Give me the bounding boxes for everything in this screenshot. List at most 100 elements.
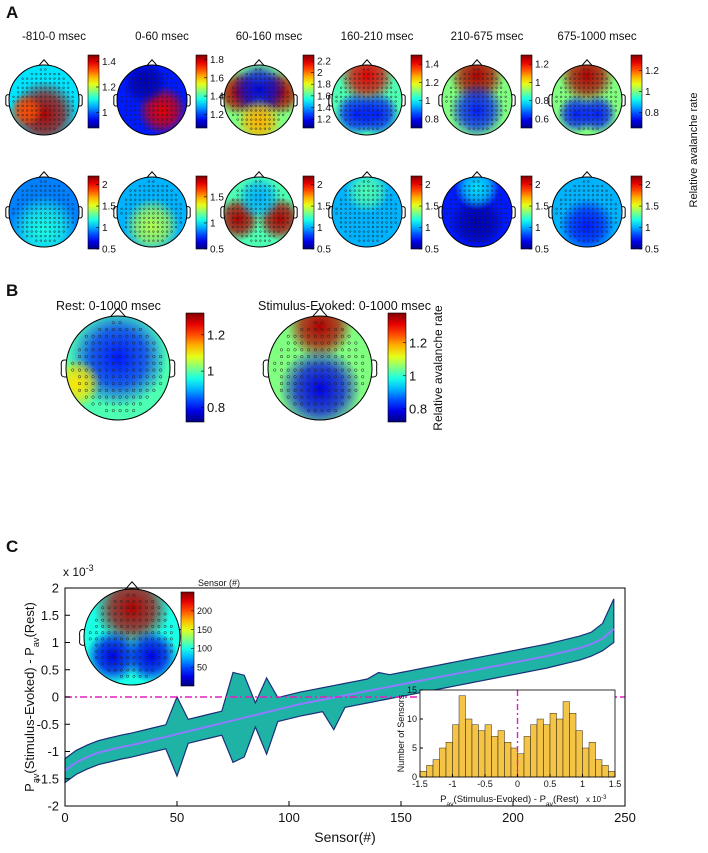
electrode: [151, 618, 155, 622]
electrode: [361, 361, 365, 365]
electrode: [241, 221, 244, 224]
electrode: [353, 77, 356, 80]
electrode: [125, 368, 129, 372]
electrode: [605, 109, 608, 112]
electrode: [339, 225, 343, 229]
electrode: [600, 216, 604, 220]
electrode: [605, 194, 608, 197]
electrode: [610, 82, 613, 85]
electrode: [26, 91, 29, 94]
head-outline: [441, 64, 513, 136]
electrode: [236, 109, 239, 112]
electrode: [559, 113, 563, 117]
electrode: [259, 198, 262, 201]
electrode: [120, 212, 123, 215]
colorbar-tick-label: 1.2: [210, 110, 224, 121]
electrode: [286, 382, 290, 386]
electrode: [57, 184, 61, 188]
electrode: [98, 388, 102, 392]
electrode: [293, 348, 297, 352]
electrode: [179, 109, 182, 112]
electrode: [376, 198, 379, 201]
electrode: [156, 235, 160, 238]
topomap-surface: [224, 65, 294, 135]
electrode: [118, 388, 122, 392]
electrode: [573, 72, 576, 76]
electrode: [16, 203, 20, 206]
electrode: [468, 239, 471, 242]
electrode: [263, 212, 267, 215]
electrode: [486, 221, 489, 224]
electrode: [161, 194, 164, 197]
electrode: [468, 184, 471, 188]
electrode: [340, 327, 344, 332]
electrode: [472, 91, 475, 94]
electrode: [320, 388, 324, 392]
electrode: [44, 180, 47, 183]
electrode: [353, 118, 356, 121]
electrode: [124, 207, 128, 210]
electrode: [268, 104, 271, 108]
electrode: [490, 216, 494, 220]
electrode: [573, 95, 576, 98]
electrode: [286, 216, 289, 220]
colorbar-tick-label: 2: [425, 180, 431, 191]
electrode: [376, 216, 379, 220]
electrode: [30, 100, 33, 103]
electrode: [35, 239, 38, 242]
electrode: [126, 606, 130, 610]
electrode: [477, 207, 480, 210]
electrode: [129, 118, 132, 121]
electrode: [245, 72, 248, 76]
electrode: [486, 113, 489, 117]
electrode: [477, 230, 480, 233]
electrode: [263, 91, 267, 94]
electrode: [152, 95, 155, 98]
electrode: [569, 194, 572, 197]
colorbar: [195, 54, 208, 129]
electrode: [490, 91, 494, 94]
electrode: [268, 95, 271, 98]
electrode: [361, 375, 365, 379]
electrode: [307, 334, 311, 338]
colorbar: [410, 175, 423, 250]
colorbar-tick-label: 0.5: [535, 245, 549, 256]
electrode: [236, 198, 239, 201]
electrode: [132, 593, 136, 597]
electrode: [445, 212, 448, 215]
electrode: [250, 239, 253, 242]
electrode: [67, 225, 70, 229]
electrode: [578, 82, 581, 85]
electrode: [394, 216, 397, 220]
electrode: [371, 113, 375, 117]
electrode: [500, 82, 503, 85]
electrode: [91, 388, 95, 392]
electrode: [263, 207, 267, 210]
nose: [311, 307, 329, 318]
electrode: [125, 375, 129, 379]
electrode: [161, 100, 164, 103]
electrode: [132, 656, 136, 660]
electrode: [98, 368, 102, 372]
electrode: [241, 216, 244, 220]
electrode: [138, 194, 141, 197]
electrode: [481, 72, 485, 76]
electrode: [371, 104, 375, 108]
electrode: [67, 203, 70, 206]
topomap: [548, 58, 626, 136]
electrode: [349, 221, 352, 224]
electrode: [349, 198, 352, 201]
electrode: [587, 207, 590, 210]
electrode: [596, 100, 599, 103]
electrode: [157, 624, 161, 628]
y-tick-label: 0: [412, 772, 417, 782]
electrode: [358, 100, 361, 103]
electrode: [44, 184, 47, 188]
electrode: [250, 82, 253, 85]
electrode: [170, 207, 173, 210]
electrode: [147, 86, 150, 89]
electrode: [481, 212, 485, 215]
electrode: [161, 212, 164, 215]
electrode: [349, 235, 352, 238]
electrode: [143, 77, 146, 80]
